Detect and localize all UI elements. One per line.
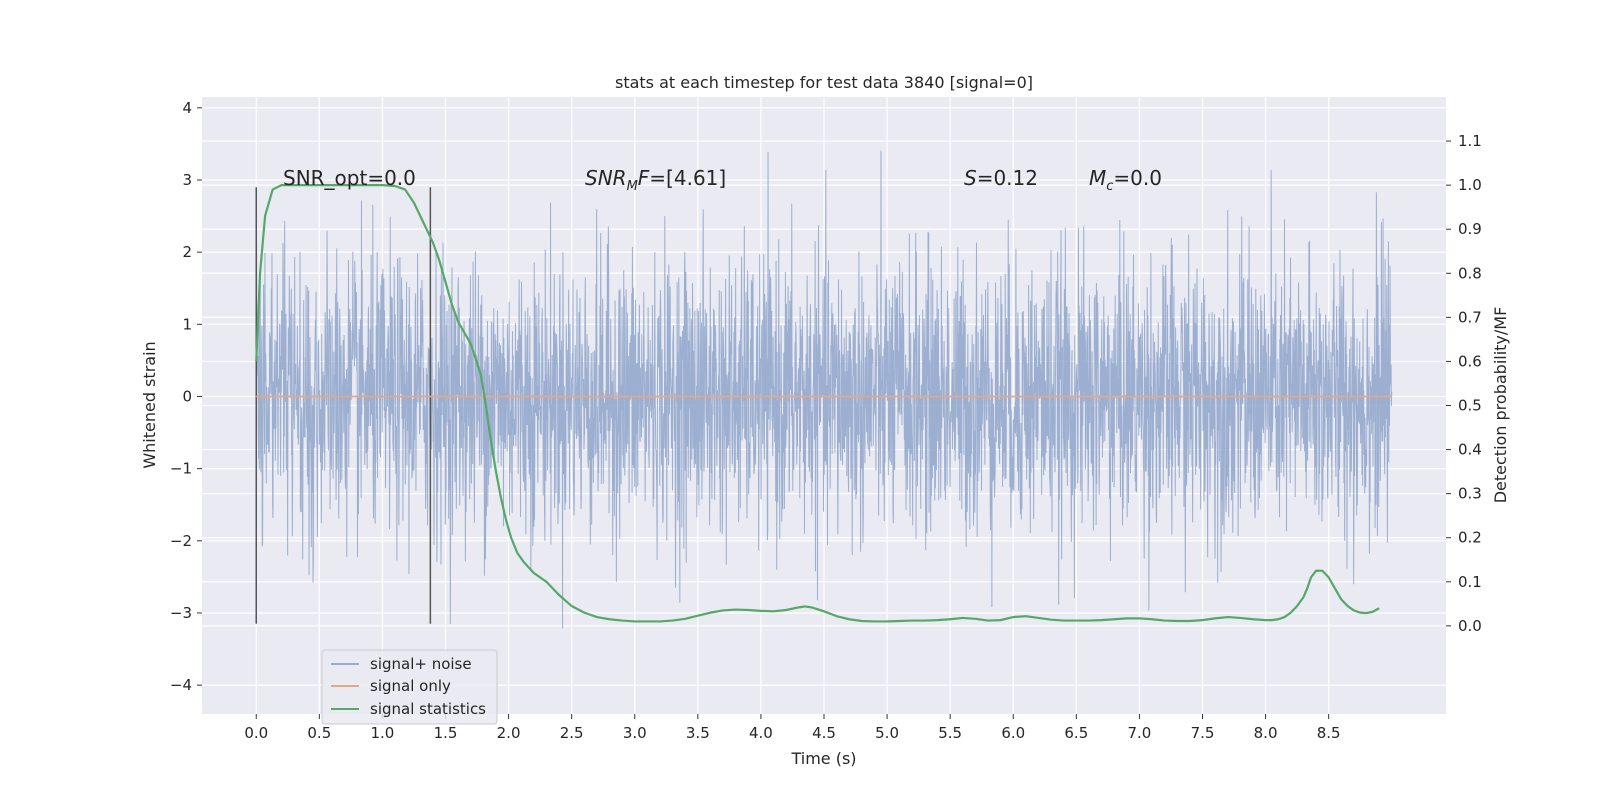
y-right-tick-label: 0.8 <box>1458 264 1482 282</box>
legend: signal+ noise signal only signal statist… <box>321 649 498 725</box>
y-tick-label: −4 <box>170 676 192 694</box>
legend-box <box>321 649 498 725</box>
x-tick-label: 5.0 <box>875 724 899 742</box>
x-tick-label: 3.5 <box>686 724 710 742</box>
y-tick-label: 2 <box>182 243 192 261</box>
annotation-mc: Mc=0.0 <box>1089 166 1162 194</box>
y-right-tick-label: 0.6 <box>1458 352 1482 370</box>
x-tick-label: 3.0 <box>623 724 647 742</box>
series-lines <box>255 184 1392 623</box>
y-right-tick-label: 0.3 <box>1458 485 1482 503</box>
y-right-tick-label: 0.5 <box>1458 397 1482 415</box>
y-right-tick-label: 1.0 <box>1458 176 1482 194</box>
x-tick-label: 1.5 <box>434 724 458 742</box>
annotation-snr-opt: SNR_opt=0.0 <box>283 166 416 190</box>
legend-label-noise: signal+ noise <box>370 655 472 673</box>
y-axis-label: Whitened strain <box>140 341 159 468</box>
x-tick-label: 6.5 <box>1064 724 1088 742</box>
y-tick-label: −2 <box>170 532 192 550</box>
x-tick-label: 5.5 <box>938 724 962 742</box>
y-right-tick-label: 0.0 <box>1458 617 1482 635</box>
signal-noise-trace <box>255 150 1393 629</box>
annotation-s-stat: S=0.12 <box>964 166 1038 190</box>
annotations: SNR_opt=0.0 SNRMF=[4.61] S=0.12 Mc=0.0 <box>283 166 1162 194</box>
y-tick-label: 0 <box>182 387 192 405</box>
x-tick-label: 7.0 <box>1127 724 1151 742</box>
legend-label-signal: signal only <box>370 677 451 695</box>
x-tick-label: 4.0 <box>749 724 773 742</box>
legend-label-stats: signal statistics <box>370 700 486 718</box>
noise-trace-path <box>255 150 1393 629</box>
y-axis-ticks-left: −4 −3 −2 −1 0 1 2 3 4 <box>170 99 202 694</box>
y-axis-label-right: Detection probability/MF <box>1491 307 1510 504</box>
x-tick-label: 2.5 <box>560 724 584 742</box>
x-tick-label: 7.5 <box>1191 724 1215 742</box>
x-tick-label: 8.0 <box>1254 724 1278 742</box>
y-tick-label: 4 <box>182 99 192 117</box>
x-tick-label: 0.0 <box>244 724 268 742</box>
y-right-tick-label: 0.4 <box>1458 441 1482 459</box>
y-tick-label: −1 <box>170 460 192 478</box>
y-tick-label: −3 <box>170 604 192 622</box>
chart-title: stats at each timestep for test data 384… <box>615 73 1033 92</box>
x-axis-label: Time (s) <box>790 749 856 768</box>
x-tick-label: 8.5 <box>1317 724 1341 742</box>
annotation-snr-mf: SNRMF=[4.61] <box>585 166 726 194</box>
y-right-tick-label: 0.2 <box>1458 529 1482 547</box>
vertical-markers <box>255 187 432 624</box>
y-tick-label: 1 <box>182 315 192 333</box>
x-tick-label: 1.0 <box>370 724 394 742</box>
y-right-tick-label: 1.1 <box>1458 132 1482 150</box>
x-tick-label: 4.5 <box>812 724 836 742</box>
y-right-tick-label: 0.1 <box>1458 573 1482 591</box>
y-right-tick-label: 0.9 <box>1458 220 1482 238</box>
y-right-tick-label: 0.7 <box>1458 308 1482 326</box>
x-tick-label: 6.0 <box>1001 724 1025 742</box>
x-tick-label: 2.0 <box>497 724 521 742</box>
x-axis-ticks: 0.0 0.5 1.0 1.5 2.0 2.5 3.0 3.5 4.0 4.5 5.0 5.5 6.0 6… <box>244 714 1341 742</box>
x-tick-label: 0.5 <box>307 724 331 742</box>
y-tick-label: 3 <box>182 171 192 189</box>
y-axis-ticks-right: 0.0 0.1 0.2 0.3 0.4 0.5 0.6 0.7 0.8 0.9 1.0 1.1 <box>1446 132 1482 635</box>
signal-statistics-line <box>255 184 1380 623</box>
